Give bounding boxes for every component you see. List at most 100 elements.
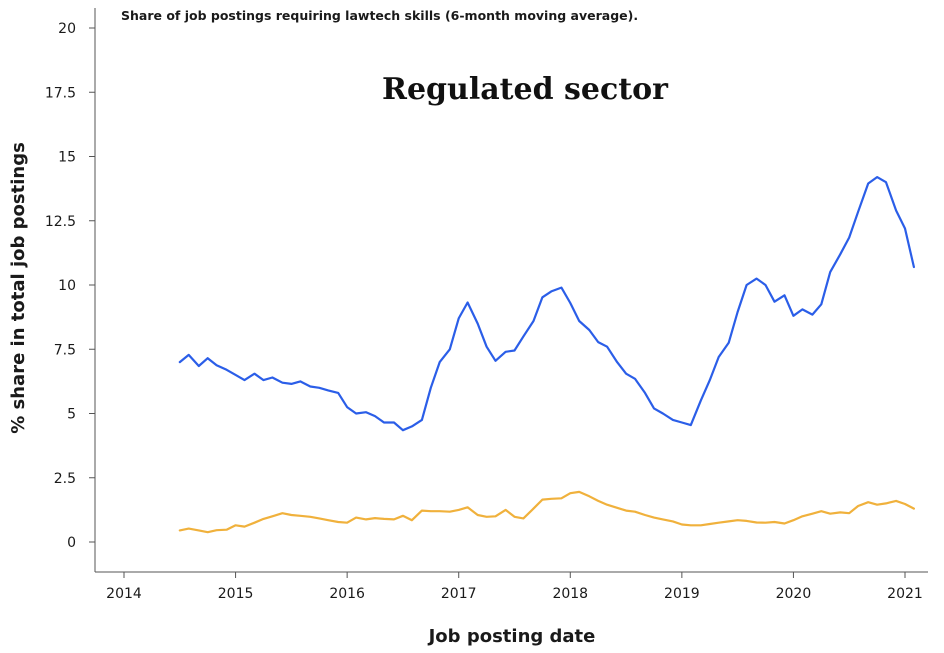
data-point — [542, 297, 543, 298]
data-point — [728, 342, 729, 343]
data-point — [877, 177, 878, 178]
data-point — [896, 500, 897, 501]
data-point — [709, 523, 710, 524]
data-point — [570, 302, 571, 303]
data-point — [374, 416, 375, 417]
data-point — [467, 507, 468, 508]
data-point — [477, 514, 478, 515]
data-point — [607, 346, 608, 347]
data-point — [681, 524, 682, 525]
data-point — [505, 509, 506, 510]
series-1 — [179, 177, 914, 431]
data-point — [421, 419, 422, 420]
data-point — [338, 392, 339, 393]
data-point — [644, 514, 645, 515]
data-point — [347, 407, 348, 408]
data-point — [589, 496, 590, 497]
data-point — [589, 329, 590, 330]
data-point — [672, 419, 673, 420]
data-point — [356, 517, 357, 518]
data-point — [411, 426, 412, 427]
data-point — [830, 513, 831, 514]
data-point — [690, 525, 691, 526]
data-point — [840, 254, 841, 255]
data-point — [477, 323, 478, 324]
data-point — [598, 500, 599, 501]
data-point — [338, 521, 339, 522]
y-axis-title: % share in total job postings — [8, 142, 29, 434]
data-point — [570, 493, 571, 494]
data-point — [718, 356, 719, 357]
data-point — [514, 516, 515, 517]
data-point — [672, 521, 673, 522]
data-point — [607, 504, 608, 505]
y-tick-label: 7.5 — [54, 342, 76, 358]
data-point — [254, 522, 255, 523]
chart-subtitle: Share of job postings requiring lawtech … — [121, 8, 638, 23]
y-tick-label: 10 — [58, 278, 76, 294]
data-point — [244, 380, 245, 381]
data-point — [198, 365, 199, 366]
data-point — [830, 272, 831, 273]
data-point — [207, 532, 208, 533]
data-point — [662, 413, 663, 414]
x-tick-label: 2020 — [776, 586, 812, 602]
data-point — [904, 228, 905, 229]
data-point — [784, 523, 785, 524]
data-point — [885, 182, 886, 183]
data-point — [904, 503, 905, 504]
data-point — [542, 499, 543, 500]
data-point — [421, 510, 422, 511]
data-point — [328, 520, 329, 521]
data-point — [291, 514, 292, 515]
data-point — [523, 336, 524, 337]
y-tick-label: 20 — [58, 21, 76, 37]
data-point — [802, 309, 803, 310]
data-point — [449, 511, 450, 512]
x-tick-label: 2018 — [552, 586, 588, 602]
data-point — [263, 380, 264, 381]
data-point — [765, 522, 766, 523]
data-point — [310, 386, 311, 387]
data-point — [626, 510, 627, 511]
data-point — [439, 511, 440, 512]
data-point — [449, 349, 450, 350]
data-point — [374, 518, 375, 519]
data-point — [756, 278, 757, 279]
series-2 — [179, 491, 914, 533]
data-point — [644, 392, 645, 393]
data-point — [653, 517, 654, 518]
y-axis: 0 2.5 5 7.5 10 12.5 15 17.5 20 — [45, 8, 95, 572]
chart-title: Regulated sector — [382, 72, 669, 107]
data-point — [728, 521, 729, 522]
data-point — [310, 516, 311, 517]
data-point — [653, 408, 654, 409]
data-point — [812, 314, 813, 315]
data-point — [198, 530, 199, 531]
data-point — [300, 515, 301, 516]
data-point — [858, 211, 859, 212]
data-point — [774, 301, 775, 302]
data-point — [207, 358, 208, 359]
data-point — [366, 412, 367, 413]
data-point — [709, 380, 710, 381]
data-point — [226, 529, 227, 530]
data-point — [486, 516, 487, 517]
data-point — [263, 518, 264, 519]
data-point — [579, 491, 580, 492]
data-point — [598, 342, 599, 343]
data-point — [626, 373, 627, 374]
x-tick-label: 2016 — [329, 586, 365, 602]
data-point — [244, 526, 245, 527]
data-point — [179, 362, 180, 363]
data-point — [737, 311, 738, 312]
y-tick-label: 2.5 — [54, 471, 76, 487]
data-point — [439, 362, 440, 363]
y-tick-label: 17.5 — [45, 85, 76, 101]
x-tick-label: 2014 — [106, 586, 142, 602]
data-point — [366, 519, 367, 520]
data-point — [533, 508, 534, 509]
data-point — [913, 508, 914, 509]
data-point — [533, 320, 534, 321]
data-point — [746, 284, 747, 285]
